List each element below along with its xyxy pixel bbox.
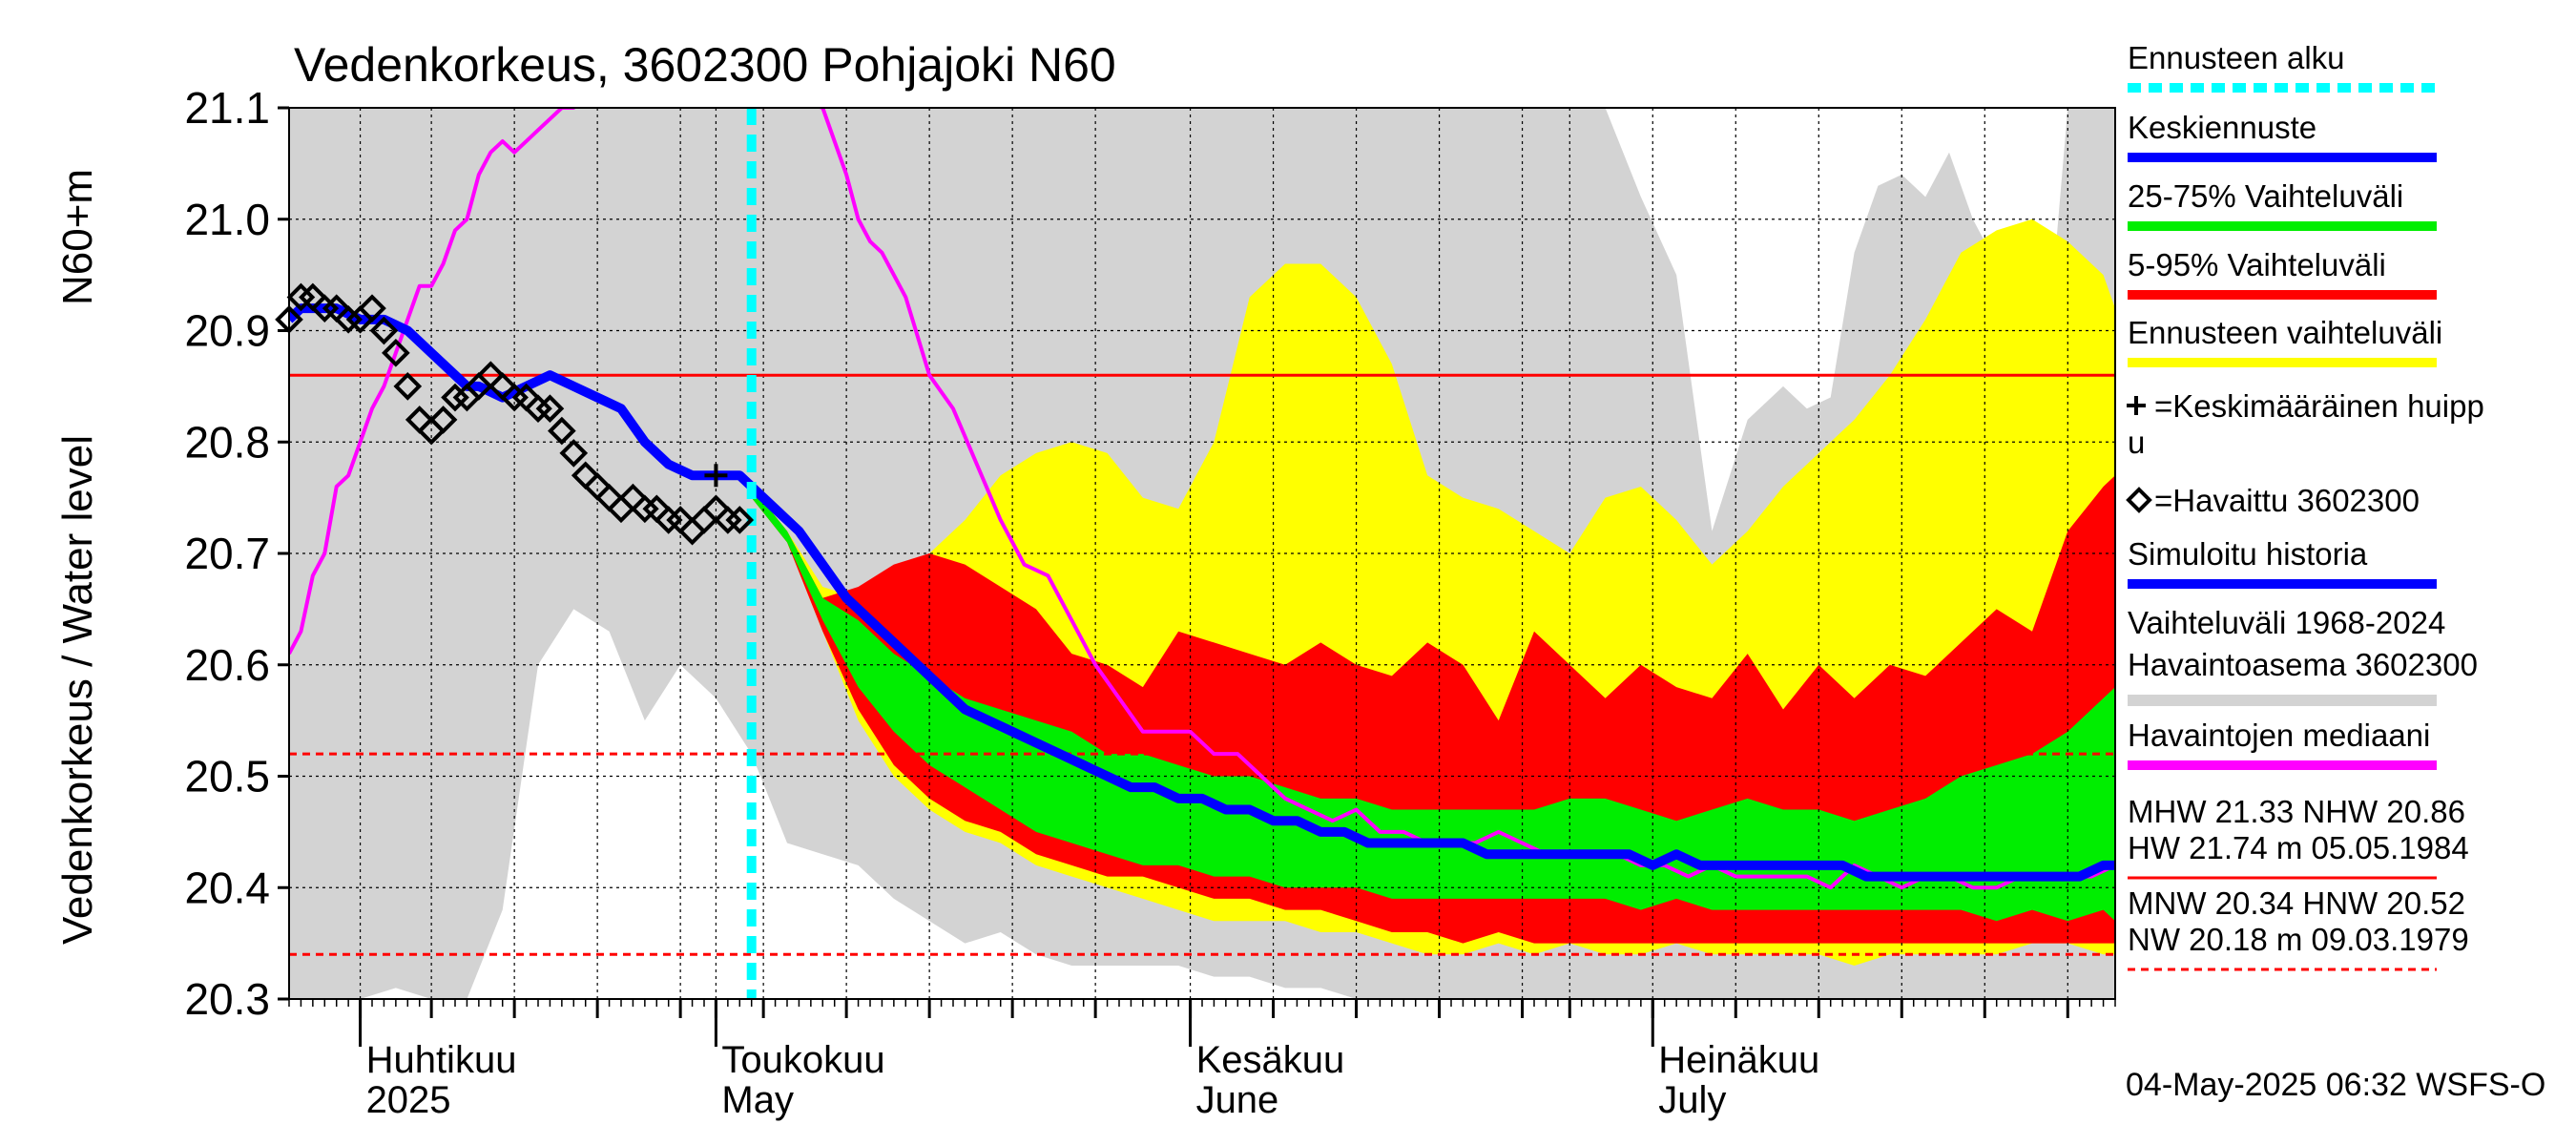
month-sublabel: July (1658, 1079, 1726, 1121)
legend-label: Simuloitu historia (2128, 536, 2368, 572)
mean-peak-marker (704, 464, 728, 488)
observed-point (714, 506, 742, 534)
timestamp: 04-May-2025 06:32 WSFS-O (2126, 1067, 2545, 1103)
legend-label: Keskiennuste (2128, 110, 2316, 145)
observed-point (725, 506, 755, 534)
legend-label: Ennusteen alku (2128, 40, 2345, 75)
stats-line: MNW 20.34 HNW 20.52 (2128, 885, 2465, 921)
observed-point (548, 416, 576, 446)
legend-label: 25-75% Vaihteluväli (2128, 178, 2403, 214)
observed-point (631, 494, 659, 524)
median-line (289, 108, 2115, 890)
observed-point (500, 383, 529, 412)
observed-point (286, 282, 316, 312)
p25-75-band (751, 486, 2115, 922)
y-tick-label: 20.5 (184, 752, 270, 802)
observed-point (524, 394, 552, 424)
observed-point (441, 383, 469, 412)
y-tick-label: 21.1 (184, 83, 270, 133)
mean-forecast-line (748, 483, 2115, 882)
month-sublabel: 2025 (366, 1079, 451, 1121)
observed-point (334, 304, 363, 334)
y-axis-unit-label: N60+m (54, 169, 101, 305)
month-sublabel: June (1196, 1079, 1279, 1121)
month-label: Huhtikuu (366, 1039, 517, 1081)
month-sublabel: May (721, 1079, 794, 1121)
y-tick-label: 20.3 (184, 974, 270, 1024)
observed-point (369, 316, 399, 345)
legend-label: 5-95% Vaihteluväli (2128, 247, 2386, 282)
month-label: Kesäkuu (1196, 1039, 1345, 1081)
observed-point (310, 294, 340, 323)
legend-label-continued: u (2128, 425, 2145, 460)
legend-label: =Havaittu 3602300 (2154, 483, 2420, 518)
observed-point (382, 339, 410, 367)
stats-line: MHW 21.33 NHW 20.86 (2128, 794, 2465, 829)
legend-label: Ennusteen vaihteluväli (2128, 315, 2442, 350)
y-tick-label: 21.0 (184, 195, 270, 244)
y-tick-label: 20.9 (184, 306, 270, 356)
observed-point (358, 294, 386, 323)
observed-point (393, 372, 423, 401)
chart-title: Vedenkorkeus, 3602300 Pohjajoki N60 (294, 38, 1116, 92)
legend-label: Vaihteluväli 1968-2024 (2128, 605, 2445, 640)
stats-line: NW 20.18 m 09.03.1979 (2128, 922, 2469, 957)
legend-label: Havaintojen mediaani (2128, 718, 2430, 753)
observed-point (559, 439, 589, 468)
observed-point (535, 394, 565, 424)
stats-line: HW 21.74 m 05.05.1984 (2128, 830, 2469, 865)
observed-point (428, 406, 458, 434)
month-label: Toukokuu (721, 1039, 884, 1081)
y-tick-label: 20.4 (184, 863, 270, 912)
y-tick-label: 20.8 (184, 417, 270, 467)
month-label: Heinäkuu (1658, 1039, 1819, 1081)
y-tick-label: 20.6 (184, 640, 270, 690)
y-tick-label: 20.7 (184, 529, 270, 578)
observed-point (654, 506, 683, 534)
y-axis-label: Vedenkorkeus / Water level (54, 435, 101, 945)
legend-diamond-marker (2126, 487, 2152, 513)
legend-label-continued: Havaintoasema 3602300 (2128, 647, 2478, 682)
legend-label: =Keskimääräinen huipp (2154, 388, 2484, 424)
